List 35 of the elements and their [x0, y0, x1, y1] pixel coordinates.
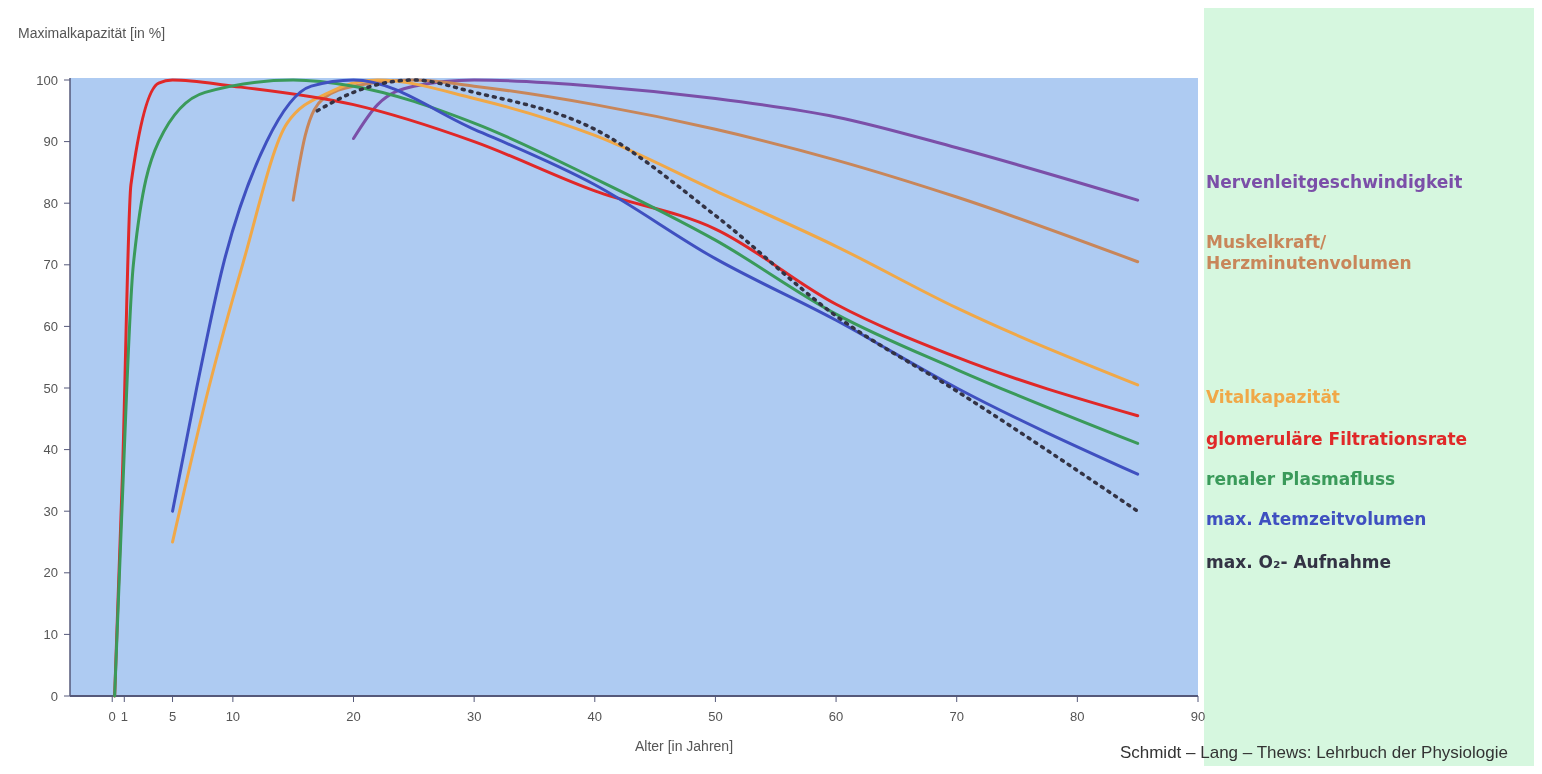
text: renaler Plasmafluss — [1206, 469, 1396, 489]
x-tick-label: 50 — [708, 709, 723, 724]
text: max. O₂- Aufnahme — [1206, 552, 1391, 572]
x-tick-label: 40 — [587, 709, 603, 724]
x-tick-label: 5 — [168, 709, 177, 724]
x-tick-label: 30 — [466, 709, 482, 724]
text: Nervenleitgeschwindigkeit — [1206, 172, 1463, 192]
x-tick-label: 1 — [120, 709, 128, 724]
y-tick-label: 40 — [43, 442, 58, 458]
y-tick-label: 10 — [43, 626, 58, 642]
x-axis-title: Alter [in Jahren] — [634, 738, 734, 754]
text: Vitalkapazität — [1206, 387, 1340, 407]
x-tick-label: 20 — [346, 709, 361, 724]
y-tick-label: 70 — [43, 257, 58, 273]
text: max. Atemzeitvolumen — [1206, 509, 1427, 529]
text: Schmidt – Lang – Thews: Lehrbuch der Physiologie — [1119, 743, 1508, 762]
y-tick-label: 80 — [43, 195, 58, 211]
y-tick-label: 50 — [43, 380, 58, 396]
y-tick-label: 90 — [43, 134, 58, 150]
x-tick-label: 10 — [225, 709, 241, 724]
y-tick-label: 100 — [36, 72, 58, 88]
line-series — [291, 78, 1140, 264]
y-tick-label: 20 — [43, 565, 58, 581]
x-tick-label: 60 — [828, 709, 844, 724]
line-series — [352, 78, 1140, 202]
text: Muskelkraft/Herzminutenvolumen — [1206, 232, 1412, 273]
y-tick-label: 30 — [43, 503, 58, 519]
x-tick-label: 0 — [108, 709, 116, 724]
y-axis-title: Maximalkapazität [in %] — [18, 25, 166, 41]
x-tick-label: 90 — [1190, 709, 1206, 724]
x-tick-label: 70 — [949, 709, 964, 724]
y-tick-label: 0 — [50, 688, 58, 704]
text: glomeruläre Filtrationsrate — [1206, 429, 1468, 449]
y-tick-label: 60 — [43, 318, 58, 334]
x-tick-label: 80 — [1070, 709, 1085, 724]
